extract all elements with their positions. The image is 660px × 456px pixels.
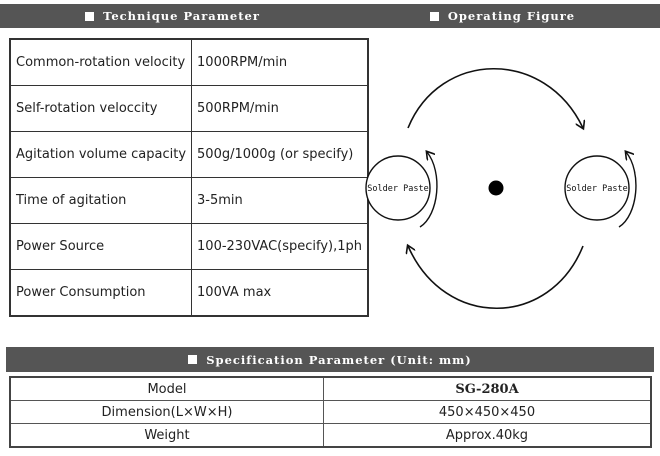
param-value: 100VA max [191, 269, 369, 317]
table-row: Self-rotation veloccity 500RPM/min [9, 85, 369, 132]
param-name: Power Consumption [9, 269, 193, 317]
left-solder-paste-container: Solder Paste [365, 152, 438, 228]
technique-parameter-title: Technique Parameter [103, 9, 260, 23]
table-row: Common-rotation velocity 1000RPM/min [9, 38, 369, 86]
operating-figure-diagram: Solder Paste Solder Paste [365, 68, 637, 309]
right-solder-paste-container: Solder Paste [564, 152, 637, 228]
self-rotation-arrow-right [618, 152, 637, 228]
table-row: Agitation volume capacity 500g/1000g (or… [9, 131, 369, 178]
param-value: 500g/1000g (or specify) [191, 131, 369, 178]
revolution-arc-bottom [408, 246, 584, 309]
specification-parameter-banner: Specification Parameter (Unit: mm) [6, 347, 654, 372]
specification-table: Model SG-280A Dimension(L×W×H) 450×450×4… [9, 376, 652, 448]
table-row: Model SG-280A [9, 376, 652, 401]
specification-parameter-title: Specification Parameter (Unit: mm) [206, 352, 472, 367]
param-name: Power Source [9, 223, 193, 270]
self-rotation-arrow-left [419, 152, 438, 228]
param-value: 3-5min [191, 177, 369, 224]
square-bullet-icon [188, 355, 198, 364]
param-name: Time of agitation [9, 177, 193, 224]
param-value: 100-230VAC(specify),1ph [191, 223, 369, 270]
spec-value: 450×450×450 [323, 400, 652, 424]
table-row: Power Source 100-230VAC(specify),1ph [9, 223, 369, 270]
spec-value: SG-280A [323, 376, 652, 401]
operating-figure-title: Operating Figure [447, 9, 576, 23]
param-value: 1000RPM/min [191, 38, 369, 86]
square-bullet-icon [85, 11, 95, 21]
table-row: Power Consumption 100VA max [9, 269, 369, 317]
spec-name: Model [9, 376, 324, 401]
center-axis-dot [488, 180, 504, 196]
table-row: Weight Approx.40kg [9, 423, 652, 448]
revolution-arc-top [407, 68, 583, 128]
param-name: Common-rotation velocity [9, 38, 193, 86]
param-value: 500RPM/min [191, 85, 369, 132]
param-name: Self-rotation veloccity [9, 85, 193, 132]
spec-name: Weight [9, 423, 324, 448]
spec-name: Dimension(L×W×H) [9, 400, 324, 424]
table-row: Time of agitation 3-5min [9, 177, 369, 224]
operating-figure-banner: Operating Figure [345, 4, 660, 28]
table-row: Dimension(L×W×H) 450×450×450 [9, 400, 652, 424]
left-container-label: Solder Paste [367, 184, 428, 194]
technique-parameter-table: Common-rotation velocity 1000RPM/min Sel… [9, 38, 370, 317]
param-name: Agitation volume capacity [9, 131, 193, 178]
technique-parameter-banner: Technique Parameter [0, 4, 345, 28]
spec-value: Approx.40kg [323, 423, 652, 448]
right-container-label: Solder Paste [566, 184, 627, 194]
square-bullet-icon [429, 11, 439, 21]
